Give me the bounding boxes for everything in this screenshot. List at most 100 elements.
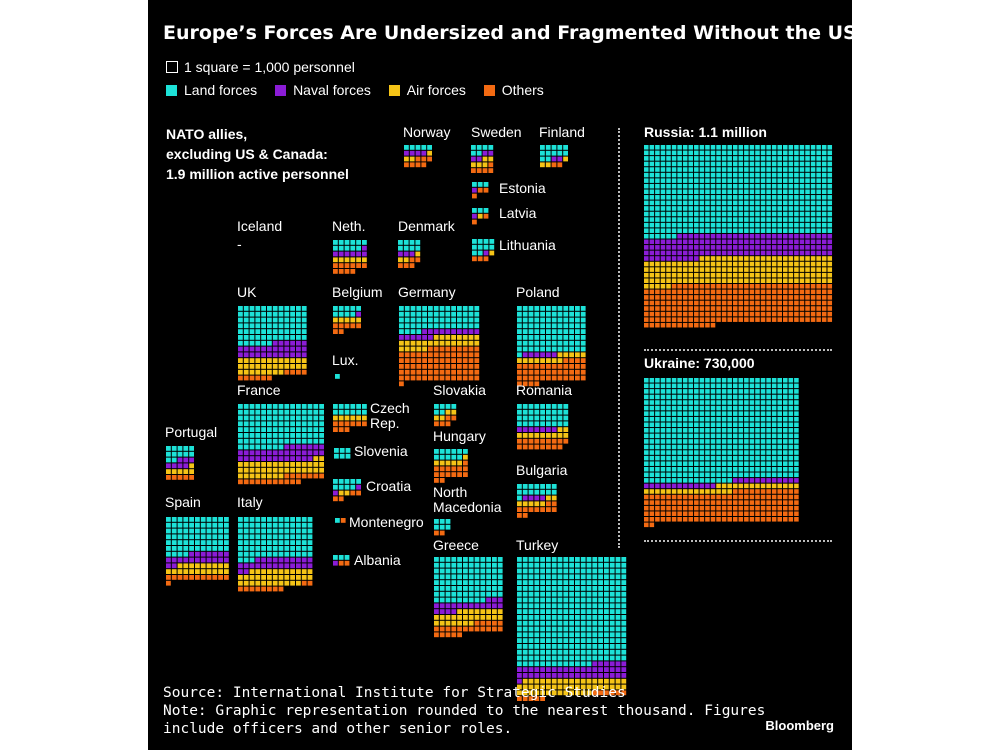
waffle-croatia	[333, 479, 361, 502]
waffle-square-others	[688, 284, 694, 289]
waffle-square-land	[243, 517, 249, 522]
waffle-square-others	[705, 494, 710, 500]
waffle-square-land	[451, 591, 457, 597]
waffle-square-naval	[771, 233, 777, 239]
waffle-square-air	[344, 490, 350, 496]
waffle-square-naval	[166, 557, 171, 563]
waffle-square-air	[427, 150, 432, 156]
waffle-square-others	[569, 358, 574, 363]
waffle-square-land	[644, 389, 649, 394]
waffle-square-naval	[609, 673, 615, 678]
waffle-square-naval	[760, 239, 766, 245]
waffle-square-land	[468, 580, 474, 585]
waffle-square-air	[249, 467, 255, 473]
waffle-square-air	[267, 569, 272, 574]
waffle-square-land	[721, 222, 727, 228]
waffle-square-others	[783, 306, 788, 311]
waffle-square-land	[528, 591, 534, 597]
waffle-square-others	[472, 193, 477, 199]
waffle-square-naval	[716, 239, 721, 245]
waffle-square-air	[546, 358, 551, 363]
waffle-square-land	[166, 534, 171, 540]
waffle-square-land	[655, 150, 660, 156]
waffle-square-land	[575, 591, 580, 597]
waffle-square-land	[278, 522, 284, 528]
waffle-square-land	[404, 323, 410, 329]
waffle-square-land	[660, 422, 666, 428]
waffle-square-land	[794, 222, 799, 228]
waffle-square-land	[766, 428, 771, 433]
waffle-square-naval	[755, 239, 760, 245]
waffle-square-land	[666, 233, 671, 239]
waffle-square-air	[540, 684, 545, 690]
waffle-square-land	[319, 433, 324, 438]
waffle-square-others	[350, 323, 356, 329]
waffle-square-land	[788, 172, 794, 178]
waffle-square-naval	[716, 245, 721, 250]
waffle-square-land	[671, 183, 677, 189]
waffle-square-land	[177, 451, 183, 457]
waffle-square-land	[766, 383, 771, 389]
waffle-square-land	[644, 172, 649, 178]
waffle-square-land	[660, 394, 666, 400]
waffle-square-land	[749, 178, 755, 183]
waffle-square-land	[682, 439, 688, 444]
waffle-square-others	[771, 500, 777, 505]
waffle-square-land	[794, 183, 799, 189]
country-label-albania: Albania	[354, 552, 401, 568]
waffle-square-others	[517, 696, 522, 701]
waffle-square-land	[810, 145, 816, 150]
waffle-square-others	[200, 575, 206, 580]
waffle-square-naval	[777, 245, 782, 250]
waffle-square-land	[682, 428, 688, 433]
waffle-square-land	[598, 597, 603, 603]
waffle-square-land	[563, 306, 569, 311]
waffle-square-land	[694, 455, 699, 461]
waffle-square-land	[569, 609, 574, 614]
waffle-square-land	[534, 597, 540, 603]
waffle-square-land	[540, 409, 545, 415]
waffle-square-land	[727, 444, 732, 450]
waffle-square-air	[783, 267, 788, 272]
waffle-square-land	[296, 438, 301, 444]
waffle-square-land	[677, 178, 682, 183]
waffle-square-land	[563, 574, 569, 580]
waffle-square-land	[586, 580, 592, 585]
waffle-square-land	[677, 145, 682, 150]
waffle-square-air	[238, 369, 243, 375]
waffle-square-land	[721, 389, 727, 394]
waffle-square-naval	[694, 245, 699, 250]
waffle-square-land	[551, 603, 557, 609]
waffle-square-land	[649, 206, 655, 211]
waffle-square-air	[799, 256, 805, 261]
waffle-square-others	[783, 300, 788, 306]
country-label-turkey: Turkey	[516, 537, 559, 553]
waffle-square-land	[522, 568, 528, 574]
waffle-square-air	[468, 335, 474, 340]
waffle-square-others	[416, 352, 422, 358]
waffle-square-air	[766, 256, 771, 261]
waffle-square-others	[356, 421, 361, 427]
waffle-square-others	[301, 473, 307, 479]
waffle-square-land	[333, 484, 338, 490]
waffle-square-air	[805, 256, 810, 261]
waffle-square-land	[738, 428, 744, 433]
waffle-square-naval	[272, 340, 278, 346]
waffle-square-others	[827, 311, 833, 317]
waffle-square-land	[272, 546, 278, 551]
waffle-square-land	[189, 522, 194, 528]
waffle-square-land	[727, 200, 732, 206]
waffle-square-land	[563, 335, 569, 340]
waffle-square-others	[760, 300, 766, 306]
waffle-square-others	[738, 300, 744, 306]
waffle-square-air	[433, 340, 439, 346]
waffle-square-others	[649, 322, 655, 328]
waffle-square-land	[699, 383, 705, 389]
waffle-square-land	[732, 195, 738, 200]
waffle-square-land	[416, 323, 422, 329]
waffle-square-land	[480, 557, 486, 562]
waffle-square-land	[546, 661, 551, 667]
waffle-square-land	[313, 409, 319, 415]
waffle-square-land	[457, 323, 462, 329]
waffle-square-land	[333, 311, 338, 317]
